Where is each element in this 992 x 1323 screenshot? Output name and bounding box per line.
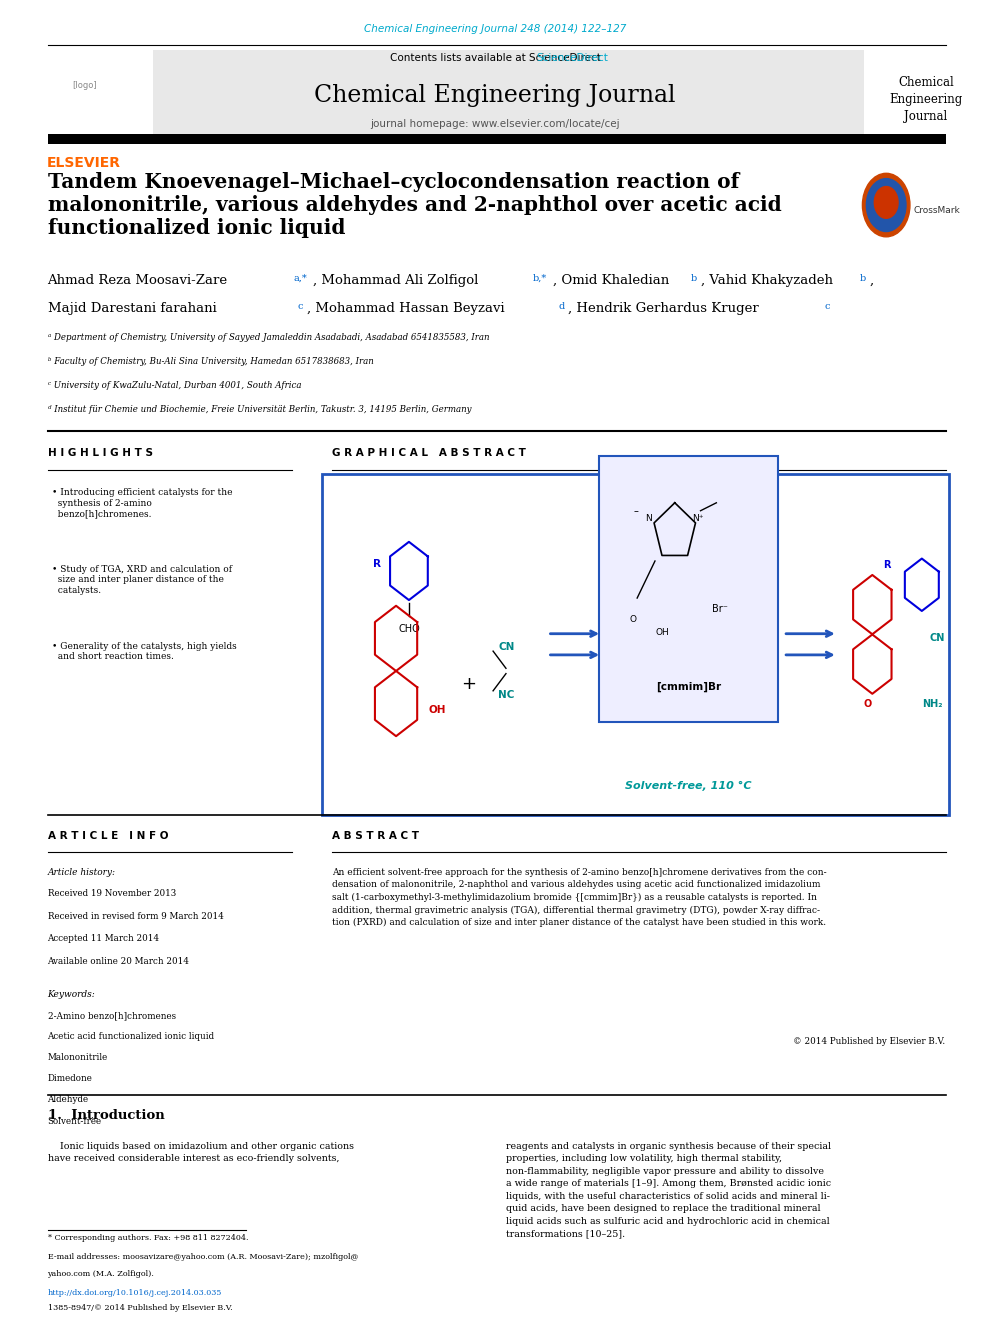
Text: , Hendrik Gerhardus Kruger: , Hendrik Gerhardus Kruger: [568, 302, 759, 315]
Text: NH₂: NH₂: [922, 699, 942, 709]
Text: G R A P H I C A L   A B S T R A C T: G R A P H I C A L A B S T R A C T: [331, 448, 526, 459]
Text: NC: NC: [498, 689, 515, 700]
FancyBboxPatch shape: [154, 50, 864, 139]
Text: CHO: CHO: [398, 624, 420, 634]
Circle shape: [874, 187, 898, 218]
Text: • Generality of the catalysts, high yields
  and short reaction times.: • Generality of the catalysts, high yiel…: [53, 642, 237, 662]
FancyBboxPatch shape: [321, 474, 948, 815]
Text: CN: CN: [930, 632, 945, 643]
Bar: [48, 134, 945, 144]
Text: Solvent-free: Solvent-free: [48, 1117, 101, 1126]
Text: Received in revised form 9 March 2014: Received in revised form 9 March 2014: [48, 912, 223, 921]
Text: Majid Darestani farahani: Majid Darestani farahani: [48, 302, 216, 315]
Text: OH: OH: [429, 705, 445, 716]
Text: N: N: [645, 515, 652, 523]
Text: ᶜ University of KwaZulu-Natal, Durban 4001, South Africa: ᶜ University of KwaZulu-Natal, Durban 40…: [48, 381, 301, 390]
Text: Tandem Knoevenagel–Michael–cyclocondensation reaction of
malononitrile, various : Tandem Knoevenagel–Michael–cyclocondensa…: [48, 172, 782, 238]
Text: Chemical Engineering Journal: Chemical Engineering Journal: [314, 83, 676, 107]
Text: R: R: [373, 560, 381, 569]
Text: d: d: [558, 302, 564, 311]
Circle shape: [862, 173, 910, 237]
Text: [logo]: [logo]: [71, 82, 96, 90]
Text: • Study of TGA, XRD and calculation of
  size and inter planer distance of the
 : • Study of TGA, XRD and calculation of s…: [53, 565, 232, 595]
FancyBboxPatch shape: [599, 455, 779, 721]
Text: 1385-8947/© 2014 Published by Elsevier B.V.: 1385-8947/© 2014 Published by Elsevier B…: [48, 1304, 232, 1312]
Text: CN: CN: [498, 642, 515, 652]
Text: Ionic liquids based on imidazolium and other organic cations
have received consi: Ionic liquids based on imidazolium and o…: [48, 1142, 353, 1163]
Text: • Introducing efficient catalysts for the
  synthesis of 2-amino
  benzo[h]chrom: • Introducing efficient catalysts for th…: [53, 488, 233, 519]
Text: [cmmim]Br: [cmmim]Br: [656, 681, 721, 692]
Text: O: O: [863, 699, 872, 709]
Text: 1.  Introduction: 1. Introduction: [48, 1109, 165, 1122]
Text: Acetic acid functionalized ionic liquid: Acetic acid functionalized ionic liquid: [48, 1032, 214, 1041]
Text: A R T I C L E   I N F O: A R T I C L E I N F O: [48, 831, 168, 841]
Text: Aldehyde: Aldehyde: [48, 1095, 88, 1105]
Text: Dimedone: Dimedone: [48, 1074, 92, 1084]
Text: Malononitrile: Malononitrile: [48, 1053, 108, 1062]
Text: Received 19 November 2013: Received 19 November 2013: [48, 889, 176, 898]
Text: http://dx.doi.org/10.1016/j.cej.2014.03.035: http://dx.doi.org/10.1016/j.cej.2014.03.…: [48, 1289, 222, 1297]
Text: ScienceDirect: ScienceDirect: [537, 53, 608, 64]
Text: N⁺: N⁺: [692, 515, 704, 523]
Text: * Corresponding authors. Fax: +98 811 8272404.: * Corresponding authors. Fax: +98 811 82…: [48, 1234, 248, 1242]
Text: R: R: [883, 560, 890, 570]
Text: ᵈ Institut für Chemie und Biochemie, Freie Universität Berlin, Takustr. 3, 14195: ᵈ Institut für Chemie und Biochemie, Fre…: [48, 405, 471, 414]
Text: yahoo.com (M.A. Zolfigol).: yahoo.com (M.A. Zolfigol).: [48, 1270, 155, 1278]
Text: Article history:: Article history:: [48, 868, 115, 877]
Text: E-mail addresses: moosavizare@yahoo.com (A.R. Moosavi-Zare); mzolfigol@: E-mail addresses: moosavizare@yahoo.com …: [48, 1253, 358, 1261]
Text: –: –: [633, 505, 638, 516]
Text: a,*: a,*: [293, 274, 307, 283]
Text: An efficient solvent-free approach for the synthesis of 2-amino benzo[h]chromene: An efficient solvent-free approach for t…: [331, 868, 826, 927]
Text: b,*: b,*: [533, 274, 547, 283]
Text: Keywords:: Keywords:: [48, 990, 95, 999]
Text: reagents and catalysts in organic synthesis because of their special
properties,: reagents and catalysts in organic synthe…: [507, 1142, 831, 1238]
Text: journal homepage: www.elsevier.com/locate/cej: journal homepage: www.elsevier.com/locat…: [370, 119, 620, 130]
Text: ELSEVIER: ELSEVIER: [48, 156, 121, 171]
Text: O: O: [630, 615, 637, 624]
Text: , Mohammad Hassan Beyzavi: , Mohammad Hassan Beyzavi: [307, 302, 505, 315]
Text: Ahmad Reza Moosavi-Zare: Ahmad Reza Moosavi-Zare: [48, 274, 227, 287]
Text: © 2014 Published by Elsevier B.V.: © 2014 Published by Elsevier B.V.: [794, 1037, 945, 1046]
Text: Chemical Engineering Journal 248 (2014) 122–127: Chemical Engineering Journal 248 (2014) …: [364, 24, 626, 34]
Text: , Mohammad Ali Zolfigol: , Mohammad Ali Zolfigol: [312, 274, 478, 287]
Text: b: b: [859, 274, 866, 283]
Text: Contents lists available at ScienceDirect: Contents lists available at ScienceDirec…: [390, 53, 600, 64]
Text: OH: OH: [656, 628, 670, 636]
Text: ,: ,: [869, 274, 874, 287]
Text: c: c: [824, 302, 830, 311]
Text: 2-Amino benzo[h]chromenes: 2-Amino benzo[h]chromenes: [48, 1011, 176, 1020]
Text: b: b: [691, 274, 697, 283]
Text: , Omid Khaledian: , Omid Khaledian: [553, 274, 669, 287]
Text: Br⁻: Br⁻: [712, 605, 728, 614]
Text: Chemical
Engineering
Journal: Chemical Engineering Journal: [889, 75, 962, 123]
Text: +: +: [461, 675, 476, 693]
Text: , Vahid Khakyzadeh: , Vahid Khakyzadeh: [701, 274, 833, 287]
Text: H I G H L I G H T S: H I G H L I G H T S: [48, 448, 153, 459]
Text: Available online 20 March 2014: Available online 20 March 2014: [48, 957, 189, 966]
Text: ᵃ Department of Chemistry, University of Sayyed Jamaleddin Asadabadi, Asadabad 6: ᵃ Department of Chemistry, University of…: [48, 333, 489, 343]
Text: CrossMark: CrossMark: [914, 206, 960, 214]
Text: Solvent-free, 110 °C: Solvent-free, 110 °C: [625, 781, 752, 791]
Circle shape: [866, 179, 906, 232]
Text: c: c: [297, 302, 303, 311]
Text: Accepted 11 March 2014: Accepted 11 March 2014: [48, 934, 160, 943]
Text: A B S T R A C T: A B S T R A C T: [331, 831, 419, 841]
Text: ᵇ Faculty of Chemistry, Bu-Ali Sina University, Hamedan 6517838683, Iran: ᵇ Faculty of Chemistry, Bu-Ali Sina Univ…: [48, 357, 373, 366]
